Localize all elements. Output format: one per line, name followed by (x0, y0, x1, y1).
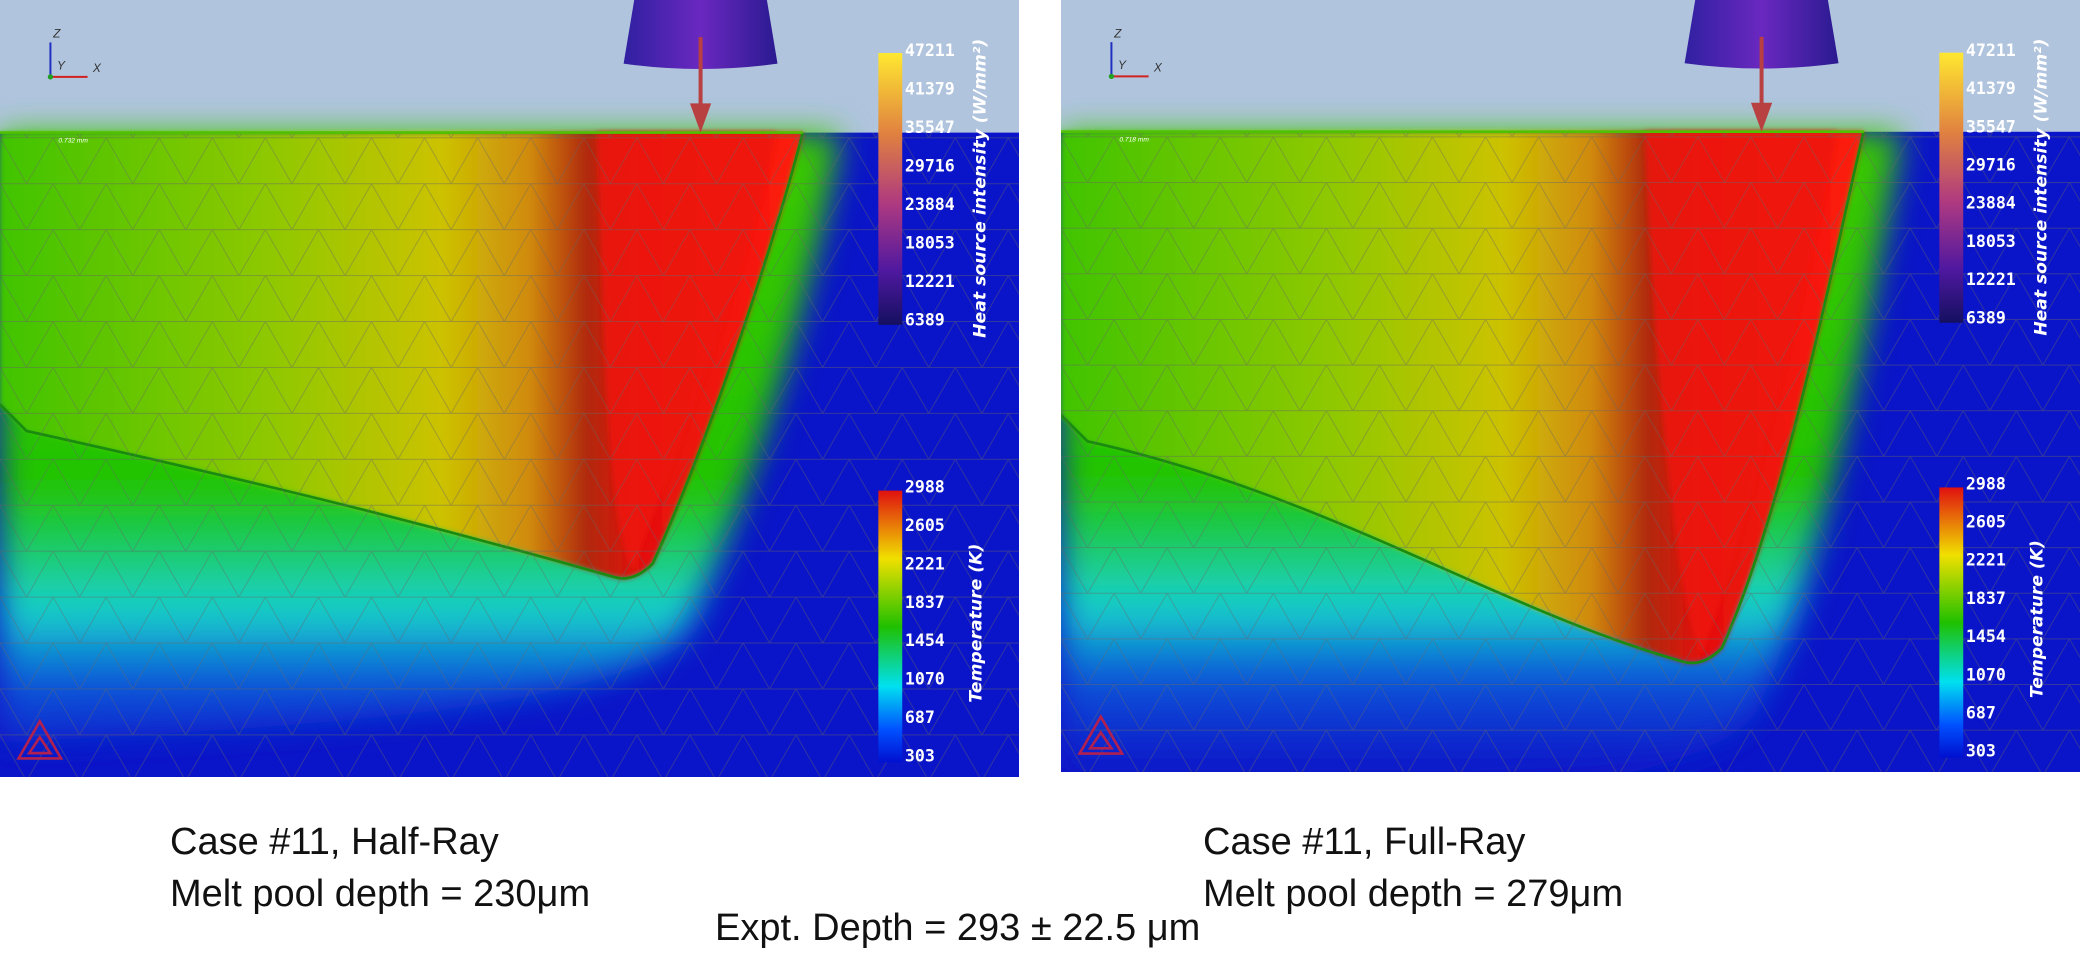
simulation-panel: Z Y X 0.732 mm 47211 41379 35547 29716 23884 1805… (0, 0, 1019, 777)
colorbar-tick: 1837 (905, 593, 945, 612)
colorbar-tick: 35547 (1966, 117, 2016, 136)
axis-origin (1108, 73, 1115, 80)
colorbar-tick: 41379 (905, 80, 955, 99)
colorbar-tick: 18053 (905, 233, 955, 252)
colorbar-tick: 2605 (905, 516, 945, 535)
scale-label: 0.732 mm (58, 137, 88, 144)
colorbar-tick: 1454 (1966, 627, 2006, 646)
caption-title: Case #11, Full-Ray (1203, 821, 1526, 863)
background (0, 0, 1019, 133)
colorbar-title: Heat source intensity (W/mm²) (971, 39, 991, 338)
colorbar-tick: 1070 (905, 670, 945, 689)
axis-origin (47, 74, 54, 80)
caption-title: Case #11, Half-Ray (170, 821, 499, 863)
colorbar-tick: 41379 (1966, 79, 2016, 98)
axis-label: Y (57, 58, 66, 72)
colorbar-tick: 1837 (1966, 589, 2006, 608)
beam-arrow-head (1750, 102, 1773, 132)
colorbar-tick: 18053 (1966, 232, 2016, 251)
logo (16, 718, 64, 760)
laser-beam (623, 0, 778, 69)
colorbar-tick: 2605 (1966, 513, 2006, 532)
logo (1077, 714, 1125, 755)
colorbar-tick: 12221 (905, 272, 955, 291)
colorbar-tick: 2221 (905, 554, 945, 573)
colorbar-title: Temperature (K) (2028, 540, 2048, 698)
axis-label: Y (1118, 58, 1127, 72)
colorbar-tick: 6389 (1966, 308, 2006, 327)
colorbar-tick: 6389 (905, 310, 945, 329)
colorbar-temp (1939, 487, 1964, 758)
colorbar-tick: 23884 (905, 195, 955, 214)
colorbar-tick: 29716 (905, 157, 955, 176)
axis-label: X (1153, 61, 1163, 75)
colorbar-title: Temperature (K) (967, 544, 987, 703)
colorbar-temp (878, 490, 903, 763)
caption-depth: Melt pool depth = 230μm (170, 873, 591, 915)
colorbar-tick: 47211 (1966, 41, 2016, 60)
colorbar-heat (1939, 52, 1964, 323)
colorbar-tick: 687 (905, 708, 935, 727)
mesh (0, 132, 1019, 777)
simulation-view: Z Y X 0.732 mm 47211 41379 35547 29716 23884 1805… (0, 0, 1019, 777)
simulation-view: Z Y X 0.718 mm 47211 41379 35547 29716 23884 1805… (1060, 0, 2080, 827)
axis-label: Z (1113, 26, 1122, 40)
caption-depth: Melt pool depth = 279μm (1203, 873, 1624, 915)
colorbar-tick: 303 (905, 747, 935, 766)
colorbar-tick: 23884 (1966, 194, 2016, 213)
colorbar-heat (878, 53, 903, 325)
colorbar-tick: 2988 (905, 477, 945, 496)
colorbar-title: Heat source intensity (W/mm²) (2031, 39, 2051, 336)
colorbar-tick: 2221 (1966, 551, 2006, 570)
colorbar-tick: 29716 (1966, 156, 2016, 175)
colorbar-tick: 2988 (1966, 474, 2006, 493)
beam-arrow-head (689, 103, 712, 133)
axis-label: Z (52, 27, 61, 41)
laser-beam (1684, 0, 1839, 69)
colorbar-tick: 687 (1966, 704, 1996, 723)
colorbar-tick: 12221 (1966, 270, 2016, 289)
colorbar-tick: 1070 (1966, 665, 2006, 684)
footer-note: Expt. Depth = 293 ± 22.5 μm (715, 907, 1201, 949)
simulation-panel: Z Y X 0.718 mm 47211 41379 35547 29716 23884 1805… (1060, 0, 2080, 827)
colorbar-tick: 303 (1966, 742, 1996, 761)
background (1061, 0, 2080, 132)
colorbar-tick: 1454 (905, 631, 945, 650)
mesh (1061, 131, 2080, 773)
scale-label: 0.718 mm (1119, 136, 1149, 143)
axis-label: X (92, 61, 102, 75)
colorbar-tick: 47211 (905, 41, 955, 60)
colorbar-tick: 35547 (905, 118, 955, 137)
